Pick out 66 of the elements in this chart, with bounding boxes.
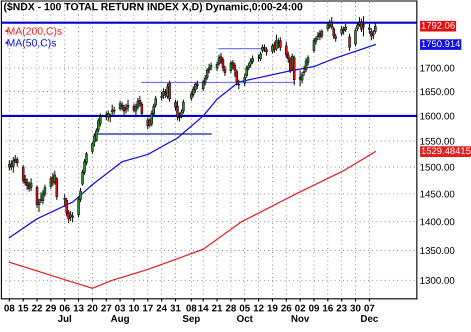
chart-title: ($NDX - 100 TOTAL RETURN INDEX X,D) Dynamic,0:00-24:00: [4, 2, 302, 12]
x-tick-label: 17: [143, 304, 153, 312]
candlestick: [124, 104, 128, 114]
candlestick: [279, 37, 282, 51]
x-tick-label: 05 Oct: [237, 304, 253, 322]
x-tick-label: 15: [18, 304, 28, 312]
x-tick-label: 10: [129, 304, 139, 312]
x-tick-label: 22: [32, 304, 42, 312]
candlestick: [370, 28, 373, 40]
y-tick-label: 1400.00: [420, 218, 454, 226]
candlestick: [36, 185, 38, 208]
x-tick-label: 28: [226, 304, 236, 312]
y-tick-label: 1650.00: [420, 88, 454, 96]
candlestick: [292, 55, 296, 86]
legend-label: MA(200,C)s: [7, 27, 62, 37]
x-tick-label: 29: [46, 304, 56, 312]
x-tick-label: 27: [101, 304, 112, 312]
x-tick-label: 06 Jul: [58, 304, 72, 322]
x-tick-label: 16: [323, 304, 333, 312]
candlestick: [126, 100, 130, 112]
x-tick-label: 23: [336, 304, 347, 312]
candlestick: [162, 88, 165, 99]
x-tick-label: 19: [268, 304, 278, 312]
x-tick-label: 26: [281, 304, 292, 312]
line-series: [8, 150, 376, 289]
y-tick-label: 1500.00: [420, 164, 454, 171]
x-tick-label: 07 Dec: [361, 304, 378, 322]
candlestick: [312, 38, 316, 53]
y-tick-label: 1300.00: [420, 277, 454, 284]
candlestick: [316, 32, 320, 40]
y-tick-label: 1450.00: [420, 190, 454, 198]
x-tick-label: 08: [4, 304, 14, 312]
x-tick-label: 24: [156, 304, 168, 312]
y-tick-label: 1600.00: [420, 112, 454, 120]
text: 1792.06: [422, 22, 455, 29]
x-tick-label: 03 Aug: [110, 304, 129, 324]
candlestick: [275, 34, 278, 51]
x-tick-label: 21: [212, 304, 222, 312]
candlestick: [194, 82, 197, 94]
y-tick-label: 1700.00: [420, 64, 454, 72]
candlestick: [26, 178, 28, 190]
y-tick-label: 1550.00: [420, 138, 454, 145]
x-tick-label: 12: [254, 304, 264, 312]
candlestick: [122, 104, 126, 116]
candlestick: [192, 86, 195, 97]
candlestick: [362, 16, 365, 36]
candlestick: [168, 80, 171, 102]
x-tick-label: 20: [87, 304, 98, 312]
x-tick-label: 09: [308, 304, 320, 312]
candlestick: [12, 157, 15, 173]
legend-label: MA(50,C)s: [7, 38, 56, 49]
candlestick: [360, 18, 363, 32]
x-tick-label: 14: [198, 304, 209, 312]
candlestick: [22, 165, 24, 184]
x-tick-label: 30: [350, 304, 361, 312]
candlestick: [176, 100, 179, 120]
candlestick: [30, 178, 32, 192]
x-tick-label: 02 Nov: [292, 304, 310, 322]
candlestick: [304, 58, 308, 72]
x-tick-label: 13: [74, 304, 84, 312]
text: 1750.914: [422, 40, 460, 48]
text: 1529.48415: [422, 147, 471, 154]
y-tick-label: 1350.00: [420, 247, 454, 254]
candlestick: [348, 34, 351, 51]
x-tick-label: 31: [170, 304, 181, 312]
candlestick: [160, 92, 163, 101]
